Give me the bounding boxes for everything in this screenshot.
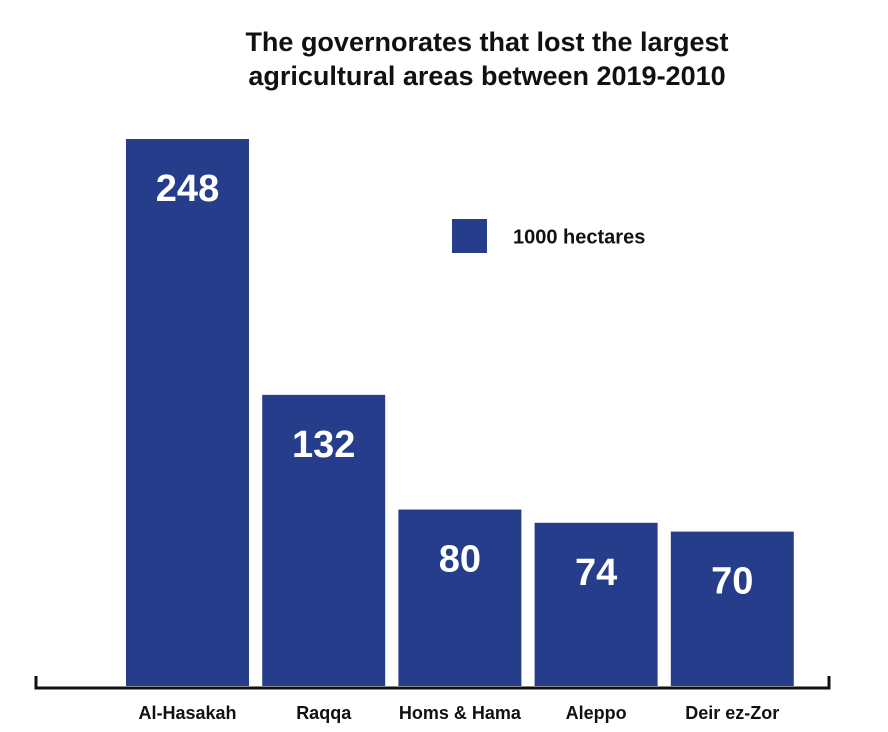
x-tick-label: Raqqa <box>296 703 352 723</box>
chart-title: agricultural areas between 2019-2010 <box>248 61 725 91</box>
value-label: 70 <box>711 561 753 603</box>
chart-title: The governorates that lost the largest <box>245 27 728 57</box>
value-label: 248 <box>156 168 219 210</box>
value-label: 132 <box>292 424 355 466</box>
bar <box>534 522 658 686</box>
x-tick-label: Aleppo <box>566 703 627 723</box>
bar <box>126 139 249 686</box>
value-label: 80 <box>439 539 481 581</box>
bar <box>670 531 794 686</box>
legend-label: 1000 hectares <box>513 226 645 248</box>
bar <box>398 509 522 686</box>
bar <box>262 394 386 686</box>
x-tick-label: Deir ez-Zor <box>685 703 779 723</box>
value-label: 74 <box>575 552 617 594</box>
legend-swatch <box>452 219 487 253</box>
x-tick-label: Al-Hasakah <box>138 703 236 723</box>
x-tick-label: Homs & Hama <box>399 703 522 723</box>
x-axis <box>34 676 831 690</box>
